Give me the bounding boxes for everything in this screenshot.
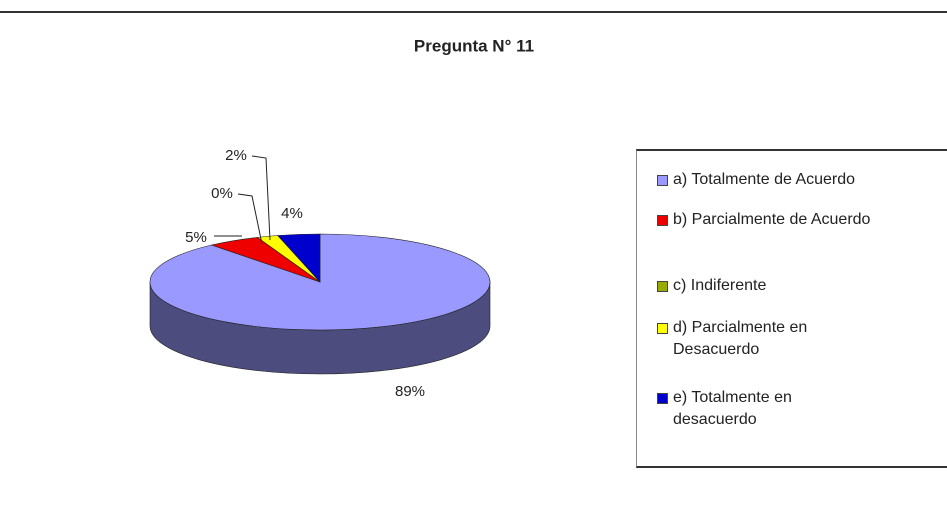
legend-swatch (657, 281, 668, 292)
legend-item: d) Parcialmente en Desacuerdo (657, 317, 873, 361)
legend-label: d) Parcialmente en Desacuerdo (673, 319, 808, 358)
leader-line (237, 193, 263, 245)
legend-label: e) Totalmente en desacuerdo (673, 389, 792, 428)
leader-line (251, 155, 271, 241)
chart-title: Pregunta N° 11 (414, 36, 534, 55)
legend-label: b) Parcialmente de Acuerdo (673, 211, 871, 228)
data-label: 5% (185, 229, 207, 246)
legend-label: a) Totalmente de Acuerdo (673, 171, 856, 188)
legend-item: c) Indiferente (657, 275, 873, 297)
legend-item: a) Totalmente de Acuerdo (657, 169, 873, 191)
legend-swatch (657, 323, 668, 334)
legend-swatch (657, 215, 668, 226)
data-label: 4% (281, 205, 303, 222)
data-label: 2% (225, 147, 247, 164)
data-label: 0% (211, 185, 233, 202)
slice (277, 233, 321, 283)
legend-item: b) Parcialmente de Acuerdo (657, 209, 873, 231)
slice (149, 233, 491, 331)
data-label: 89% (395, 383, 425, 400)
legend-item: e) Totalmente en desacuerdo (657, 387, 873, 431)
legend-swatch (657, 175, 668, 186)
legend-label: c) Indiferente (673, 277, 767, 294)
legend: a) Totalmente de Acuerdo b) Parcialmente … (636, 149, 947, 468)
legend-swatch (657, 393, 668, 404)
